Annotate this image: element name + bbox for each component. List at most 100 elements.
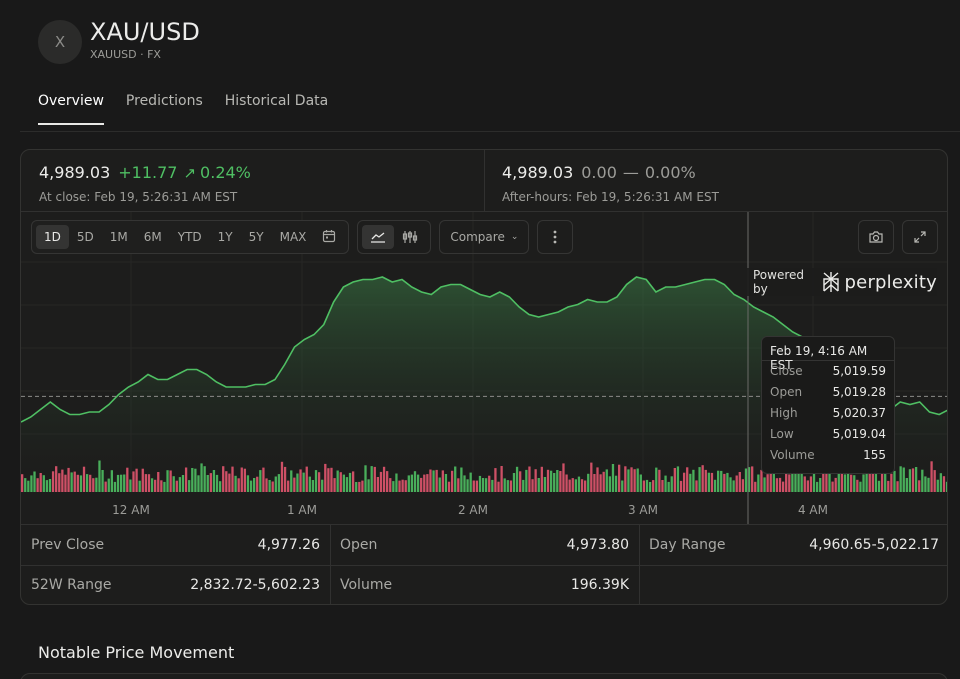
x-tick-label: 4 AM	[798, 503, 828, 517]
volume-bar	[905, 478, 908, 492]
calendar-icon[interactable]	[314, 224, 344, 251]
volume-bar	[249, 480, 253, 492]
volume-bar	[361, 480, 364, 492]
volume-bar	[70, 472, 73, 492]
tooltip-label: Low	[770, 427, 794, 441]
volume-bar	[704, 469, 707, 492]
volume-bar	[890, 473, 893, 492]
tab-predictions[interactable]: Predictions	[125, 93, 203, 109]
volume-bar	[293, 477, 296, 492]
tooltip-label: High	[770, 406, 798, 420]
volume-bar	[386, 471, 389, 492]
volume-bar	[231, 466, 234, 492]
range-max-button[interactable]: MAX	[279, 230, 307, 244]
volume-bar	[61, 469, 64, 492]
volume-bar	[899, 466, 902, 492]
volume-bar	[299, 469, 302, 492]
stat-value: 4,977.26	[257, 537, 320, 553]
tab-overview[interactable]: Overview	[38, 93, 104, 125]
x-tick-label: 2 AM	[458, 503, 488, 517]
volume-bar	[287, 480, 290, 492]
volume-bar	[942, 476, 946, 492]
volume-bar	[562, 463, 565, 492]
volume-bar	[763, 477, 766, 492]
volume-bar	[410, 474, 414, 492]
volume-bar	[135, 468, 138, 492]
tooltip-value: 5,019.28	[832, 385, 886, 399]
volume-bar	[605, 469, 608, 492]
time-range-group: 1D 5D 1M 6M YTD 1Y 5Y MAX	[31, 220, 350, 254]
volume-bar	[416, 474, 420, 492]
volume-bar	[825, 465, 828, 492]
volume-bar	[327, 468, 330, 492]
more-options-icon[interactable]	[537, 220, 574, 254]
volume-bar	[76, 474, 79, 492]
volume-bar	[389, 478, 392, 492]
volume-bar	[760, 469, 763, 492]
volume-bar	[283, 466, 287, 492]
volume-bar	[791, 466, 794, 492]
volume-bar	[874, 468, 878, 492]
range-6m-button[interactable]: 6M	[143, 230, 162, 244]
compare-dropdown[interactable]: Compare ⌄	[439, 220, 530, 254]
volume-bar	[98, 460, 101, 492]
after-hours-change: 0.00	[581, 163, 617, 182]
x-tick-label: 3 AM	[628, 503, 658, 517]
volume-bar	[630, 467, 633, 492]
volume-bar	[936, 479, 939, 492]
volume-bar	[803, 476, 806, 492]
range-5d-button[interactable]: 5D	[76, 230, 94, 244]
close-quote: 4,989.03 +11.77 ↗ 0.24% At close: Feb 19…	[39, 163, 257, 204]
volume-bar	[726, 472, 729, 492]
volume-bar	[639, 474, 642, 492]
volume-bar	[528, 466, 531, 492]
perplexity-logo-icon: perplexity	[821, 271, 937, 293]
price-chart[interactable]: 12 AM 1 AM 2 AM 3 AM 4 AM	[21, 212, 948, 524]
tab-historical-data[interactable]: Historical Data	[224, 93, 329, 109]
stat-52w-range: 52W Range 2,832.72-5,602.23	[21, 565, 330, 604]
volume-bar	[206, 475, 209, 492]
volume-bar	[553, 473, 556, 492]
candlestick-icon[interactable]	[394, 225, 426, 249]
volume-bar	[116, 474, 120, 492]
volume-bar	[382, 466, 386, 492]
volume-bar	[305, 466, 308, 492]
range-5y-button[interactable]: 5Y	[248, 230, 264, 244]
tooltip-row-volume: Volume 155	[762, 445, 894, 466]
volume-bar	[401, 479, 404, 492]
line-chart-icon[interactable]	[362, 225, 395, 249]
after-hours-time: After-hours: Feb 19, 5:26:31 AM EST	[502, 190, 719, 204]
volume-bar	[509, 480, 513, 492]
volume-bar	[859, 481, 862, 492]
volume-bar	[450, 470, 454, 492]
volume-bar	[506, 480, 509, 492]
volume-bar	[815, 481, 819, 492]
volume-bar	[757, 474, 760, 492]
volume-bar	[407, 475, 410, 492]
volume-bar	[788, 474, 791, 492]
volume-bar	[587, 473, 590, 492]
range-1d-button[interactable]: 1D	[36, 225, 69, 249]
volume-bar	[556, 470, 559, 492]
screenshot-camera-icon[interactable]	[858, 220, 894, 254]
volume-bar	[648, 482, 652, 492]
page-tabs: Overview Predictions Historical Data	[38, 93, 350, 125]
volume-bar	[775, 478, 779, 492]
volume-bar	[150, 478, 154, 492]
volume-bar	[596, 467, 599, 492]
chart-toolbar: 1D 5D 1M 6M YTD 1Y 5Y MAX	[31, 220, 574, 254]
range-1m-button[interactable]: 1M	[109, 230, 128, 244]
volume-bar	[271, 481, 274, 492]
range-1y-button[interactable]: 1Y	[217, 230, 233, 244]
volume-bar	[828, 471, 831, 492]
volume-bar	[834, 477, 837, 492]
volume-bar	[837, 470, 840, 492]
volume-bar	[274, 476, 277, 492]
volume-bar	[608, 476, 612, 492]
volume-bar	[262, 467, 265, 492]
expand-icon[interactable]	[902, 220, 938, 254]
volume-bar	[157, 472, 160, 492]
range-ytd-button[interactable]: YTD	[177, 230, 202, 244]
volume-bar	[884, 466, 887, 492]
volume-bar	[769, 469, 772, 492]
